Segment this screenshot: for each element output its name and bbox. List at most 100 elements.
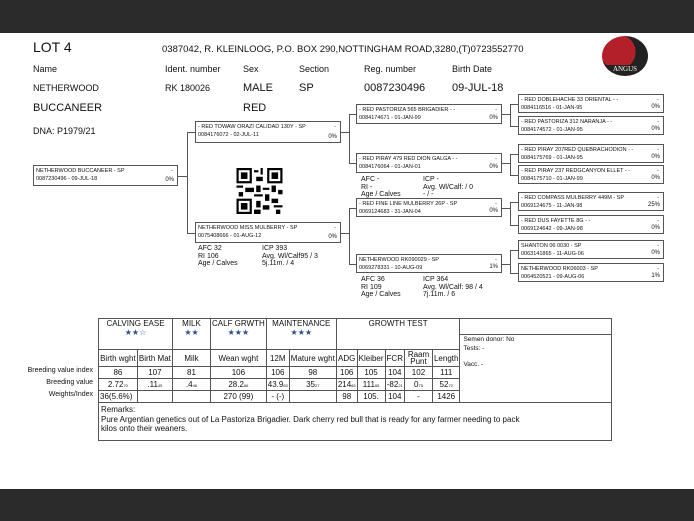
column-header: Birth Mat [136, 349, 174, 367]
breeder-info: 0387042, R. KLEINLOOG, P.O. BOX 290,NOTT… [162, 44, 524, 55]
label-ident: Ident. number [165, 64, 221, 74]
column-header: Wean wght [210, 349, 267, 367]
pedigree-box[interactable]: - RED PIRAY 479 RED DION GALGA - - 008417… [356, 153, 502, 173]
reg-number: 0087230496 [364, 82, 426, 94]
pedigree-box[interactable]: NETHERWOOD RK090029 - SP 0069278331 - 10-… [356, 254, 502, 273]
pedigree-line [341, 232, 349, 234]
pedigree-box[interactable]: - RED DUS FAYETTE 8G - - 0069124642 - 09-… [518, 215, 664, 234]
color-value: RED [243, 102, 267, 114]
pedigree-box[interactable]: - RED PASTORIZA 565 BRIGADIER - - 0084174… [356, 104, 502, 124]
pedigree-id: 0084175710 - 01-JAN-99 [521, 176, 583, 182]
bottom-bar [0, 489, 694, 521]
stars-icon: ★★ [184, 328, 199, 337]
sex-value: MALE [243, 82, 273, 94]
column-header: Length [431, 349, 461, 367]
pedigree-box[interactable]: - RED TOWAW ORAZI CALIDAD 130Y - SP 00841… [195, 121, 341, 143]
bv-cell: 3527 [288, 378, 337, 391]
group-calving-ease: CALVING EASE ★★☆ [98, 318, 173, 350]
pedigree-pct: 1% [651, 273, 660, 279]
bv-cell: 21465 [335, 378, 358, 391]
pedigree-box[interactable]: - RED PIRAY 207RED QUEBRACHODION - - 0084… [518, 144, 664, 163]
pedigree-id: 0063141865 - 11-AUG-06 [521, 251, 584, 257]
weight-cell [172, 390, 211, 403]
label-sex: Sex [243, 64, 259, 74]
column-header: Milk [172, 349, 211, 367]
breeding-values-table: CALVING EASE ★★☆ MILK ★★ CALF GRWTH ★★★ MAI… [97, 318, 613, 441]
remarks-text: Pure Argentian genetics out of La Pastor… [101, 414, 520, 434]
weight-cell: 98 [335, 390, 358, 403]
pedigree-name: - RED PIRAY 479 RED DION GALGA - - [359, 156, 458, 162]
column-header: Mature wght [288, 349, 337, 367]
column-header: Raam Punt [403, 349, 433, 367]
pedigree-id: 0084174572 - 01-JAN-95 [521, 127, 583, 133]
row-label-bv: Breeding value [46, 379, 93, 386]
pedigree-id: 0087230496 - 09-JUL-18 [36, 176, 98, 182]
pedigree-name: - RED PIRAY 237 REDGCANYON ELLET - - [521, 168, 631, 174]
pedigree-line [510, 125, 518, 127]
pedigree-line [186, 232, 195, 234]
pedigree-line [510, 153, 518, 155]
pedigree-id: 0064520521 - 09-AUG-06 [521, 274, 585, 280]
pedigree-box[interactable]: - RED PIRAY 237 REDGCANYON ELLET - - 0084… [518, 165, 664, 184]
pedigree-line [186, 132, 188, 233]
pedigree-pct: 0% [328, 134, 337, 140]
pedigree-name: NETHERWOOD RK06003 - SP [521, 266, 598, 272]
pedigree-pct: 0% [489, 208, 498, 214]
pedigree-box[interactable]: - RED DOBLEHACHE 33 ORIENTAL - - 00841165… [518, 94, 664, 113]
bv-cell: 5272 [431, 378, 461, 391]
pedigree-pct: 0% [651, 154, 660, 160]
pedigree-box[interactable]: - RED PASTORIZA 312 NARANJA - - 008417457… [518, 116, 664, 135]
column-header: 12M [265, 349, 290, 367]
pedigree-box[interactable]: - RED COMPASS MULBERRY 449M - SP 00691246… [518, 192, 664, 211]
label-name: Name [33, 64, 58, 74]
pedigree-line [348, 207, 350, 264]
pedigree-pct: 0% [165, 177, 174, 183]
pedigree-line [510, 201, 511, 225]
pedigree-box[interactable]: NETHERWOOD BUCCANEER - SP 0087230496 - 09… [33, 165, 178, 186]
weight-cell [288, 390, 337, 403]
pedigree-name: NETHERWOOD BUCCANEER - SP [36, 168, 125, 174]
pedigree-name: NETHERWOOD RK090029 - SP [359, 257, 439, 263]
pedigree-pct: 1% [489, 264, 498, 270]
row-label-weights: Weights/Index [48, 391, 93, 398]
pedigree-pct: 0% [651, 126, 660, 132]
group-calf-growth: CALF GRWTH ★★★ [210, 318, 267, 350]
pedigree-line [510, 153, 511, 175]
pedigree-id: 0069124683 - 31-JAN-04 [359, 209, 421, 215]
side-panel: Semen donor: No Tests: - Vacc. - [459, 318, 613, 403]
group-milk: MILK ★★ [172, 318, 211, 350]
weight-cell: - (-) [265, 390, 290, 403]
dna-number: DNA: P1979/21 [33, 126, 96, 136]
column-header: FCR [384, 349, 405, 367]
index-cell: 98 [288, 366, 337, 379]
pedigree-line [510, 249, 518, 251]
column-header: Kleiber [356, 349, 386, 367]
pedigree-box[interactable]: NETHERWOOD RK06003 - SP 0064520521 - 09-A… [518, 263, 664, 282]
pedigree-line [502, 114, 510, 115]
top-bar [0, 0, 694, 33]
remarks: Remarks: Pure Argentian genetics out of L… [97, 402, 613, 441]
pedigree-box[interactable]: - RED FINE LINE MULBERRY 26P - SP 0069124… [356, 198, 502, 217]
index-cell: 104 [384, 366, 405, 379]
pedigree-pct: 0% [651, 104, 660, 110]
index-cell: 102 [403, 366, 433, 379]
pedigree-pct: 0% [651, 225, 660, 231]
pedigree-box[interactable]: NETHERWOOD MISS MULBERRY - SP 0075408666 … [195, 222, 341, 243]
group-maintenance: MAINTENANCE ★★★ [265, 318, 337, 350]
pedigree-id: 0084176064 - 01-JAN-01 [359, 164, 421, 170]
index-cell: 106 [265, 366, 290, 379]
logo-text: ANGUS [602, 65, 648, 73]
bv-cell: .1145 [136, 378, 174, 391]
bv-cell: 28.266 [210, 378, 267, 391]
pedigree-name: - RED FINE LINE MULBERRY 26P - SP [359, 201, 458, 207]
semen-donor: Semen donor: No [463, 336, 515, 343]
pedigree-box[interactable]: SHANTON 06 0030 - SP 0063141865 - 11-AUG-… [518, 240, 664, 259]
weight-cell: 36(5.6%) [98, 390, 138, 403]
pedigree-name: - RED TOWAW ORAZI CALIDAD 130Y - SP [198, 124, 306, 130]
qr-code [236, 168, 283, 214]
pedigree-name: - RED PASTORIZA 565 BRIGADIER - - [359, 107, 456, 113]
pedigree-line [510, 103, 511, 126]
pedigree-line [348, 263, 356, 265]
bv-cell: 2.7270 [98, 378, 138, 391]
index-cell: 106 [210, 366, 267, 379]
